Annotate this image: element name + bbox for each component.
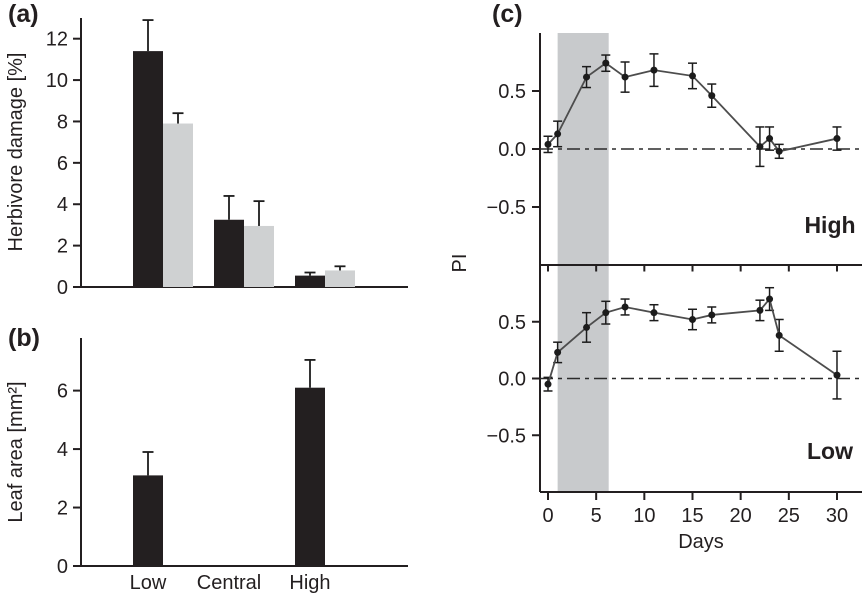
- data-point-high: [766, 135, 774, 143]
- x-tick-label: 5: [591, 505, 602, 527]
- bar-gray-high: [325, 270, 355, 287]
- data-point-high: [688, 72, 696, 80]
- panel-b-y-axis-title: Leaf area [mm²]: [5, 381, 27, 523]
- y-tick-label: 4: [57, 439, 68, 461]
- x-tick-label: 15: [681, 505, 703, 527]
- x-tick-label: 10: [633, 505, 655, 527]
- data-point-high: [544, 140, 552, 148]
- panel-a-label: (a): [8, 0, 39, 28]
- y-tick-label: 12: [46, 29, 68, 51]
- y-tick-label: 4: [57, 194, 68, 216]
- x-tick-label: 30: [826, 505, 848, 527]
- bar-black-low: [133, 51, 163, 287]
- data-point-low: [688, 315, 696, 323]
- data-point-high: [708, 92, 716, 100]
- data-point-high: [554, 130, 562, 138]
- bar-gray-low: [163, 123, 193, 288]
- category-label-low: Low: [130, 572, 167, 594]
- y-tick-label: 0: [57, 277, 68, 299]
- panel-a-y-axis-title: Herbivore damage [%]: [5, 52, 27, 252]
- data-point-low: [554, 348, 562, 356]
- panel-b-label: (b): [8, 324, 40, 352]
- subplot-high-label: High: [804, 212, 856, 238]
- treatment-period-band: [557, 33, 609, 492]
- bar-gray-central: [244, 225, 274, 287]
- data-point-high: [621, 73, 629, 81]
- y-tick-label: 6: [57, 153, 68, 175]
- x-tick-label: 25: [778, 505, 800, 527]
- y-tick-label: 10: [46, 70, 68, 92]
- subplot-low-label: Low: [807, 438, 853, 464]
- category-label-high: High: [289, 572, 330, 594]
- y-tick-label: 0.5: [498, 312, 526, 334]
- y-tick-label: 0.0: [498, 369, 526, 391]
- x-tick-label: 0: [542, 505, 553, 527]
- bar-black-central: [214, 219, 244, 287]
- y-tick-label: −0.5: [487, 425, 526, 447]
- bar-black-high: [295, 275, 325, 287]
- data-point-high: [650, 66, 658, 74]
- panel-c-x-axis-title: Days: [678, 531, 724, 553]
- y-tick-label: 0: [57, 556, 68, 578]
- data-point-high: [583, 73, 591, 81]
- y-tick-label: 0.0: [498, 139, 526, 161]
- y-tick-label: 6: [57, 381, 68, 403]
- bar-black-low: [133, 475, 163, 566]
- data-point-low: [756, 306, 764, 314]
- category-label-central: Central: [197, 572, 261, 594]
- panel-c-y-axis-title: PI: [449, 253, 471, 273]
- y-tick-label: 2: [57, 498, 68, 520]
- data-point-low: [602, 309, 610, 317]
- y-tick-label: −0.5: [487, 197, 526, 219]
- data-point-high: [775, 147, 783, 155]
- pi-line-low: [547, 297, 838, 385]
- data-point-low: [833, 371, 841, 379]
- data-point-low: [621, 303, 629, 311]
- data-point-low: [775, 331, 783, 339]
- data-point-low: [708, 311, 716, 319]
- data-point-high: [833, 135, 841, 143]
- data-point-high: [602, 59, 610, 67]
- bar-black-high: [295, 387, 325, 566]
- panel-c-label: (c): [492, 0, 523, 28]
- data-point-high: [756, 143, 764, 151]
- y-tick-label: 0.5: [498, 81, 526, 103]
- data-point-low: [544, 380, 552, 388]
- data-point-low: [650, 309, 658, 317]
- x-tick-label: 20: [730, 505, 752, 527]
- data-point-low: [766, 295, 774, 303]
- data-point-low: [583, 323, 591, 331]
- y-tick-label: 2: [57, 236, 68, 258]
- y-tick-label: 8: [57, 111, 68, 133]
